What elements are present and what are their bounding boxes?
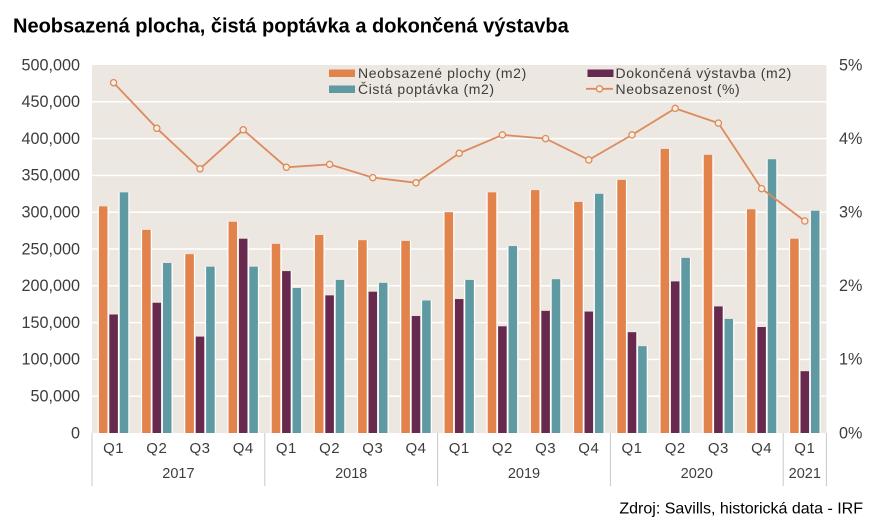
svg-text:5%: 5% — [839, 56, 862, 74]
svg-text:Q1: Q1 — [276, 440, 297, 457]
svg-text:Q2: Q2 — [665, 440, 686, 457]
svg-text:4%: 4% — [839, 130, 862, 148]
svg-text:Q1: Q1 — [449, 440, 470, 457]
svg-text:Dokončená výstavba (m2): Dokončená výstavba (m2) — [616, 65, 792, 81]
svg-text:Q1: Q1 — [103, 440, 124, 457]
svg-text:2%: 2% — [839, 277, 862, 295]
svg-text:Q4: Q4 — [751, 440, 772, 457]
svg-text:100,000: 100,000 — [21, 351, 80, 369]
svg-text:Q2: Q2 — [492, 440, 513, 457]
svg-text:500,000: 500,000 — [21, 56, 80, 74]
svg-text:Neobsazená plocha, čistá poptá: Neobsazená plocha, čistá poptávka a doko… — [13, 16, 570, 38]
svg-text:2020: 2020 — [681, 466, 713, 482]
svg-text:Q2: Q2 — [146, 440, 167, 457]
svg-text:350,000: 350,000 — [21, 167, 80, 185]
svg-text:2018: 2018 — [335, 466, 367, 482]
svg-text:1%: 1% — [839, 351, 862, 369]
svg-text:150,000: 150,000 — [21, 314, 80, 332]
svg-text:Q4: Q4 — [233, 440, 254, 457]
svg-text:Q3: Q3 — [708, 440, 729, 457]
svg-text:Q3: Q3 — [535, 440, 556, 457]
svg-text:0: 0 — [71, 424, 80, 442]
svg-text:Zdroj: Savills, historická dat: Zdroj: Savills, historická data - IRF — [619, 501, 863, 518]
svg-text:250,000: 250,000 — [21, 240, 80, 258]
svg-text:2017: 2017 — [162, 466, 194, 482]
svg-text:200,000: 200,000 — [21, 277, 80, 295]
svg-text:Q1: Q1 — [794, 440, 815, 457]
svg-text:Q1: Q1 — [621, 440, 642, 457]
svg-text:300,000: 300,000 — [21, 204, 80, 222]
svg-text:Q2: Q2 — [319, 440, 340, 457]
svg-text:Neobsazenost (%): Neobsazenost (%) — [616, 81, 741, 97]
svg-text:Q3: Q3 — [362, 440, 383, 457]
svg-text:Q4: Q4 — [578, 440, 599, 457]
svg-text:Q4: Q4 — [405, 440, 426, 457]
svg-text:450,000: 450,000 — [21, 93, 80, 111]
svg-text:Q3: Q3 — [189, 440, 210, 457]
svg-text:2019: 2019 — [508, 466, 540, 482]
svg-text:0%: 0% — [839, 424, 862, 442]
svg-text:Čistá poptávka (m2): Čistá poptávka (m2) — [358, 81, 495, 97]
svg-text:50,000: 50,000 — [30, 388, 80, 406]
svg-text:Neobsazené plochy (m2): Neobsazené plochy (m2) — [358, 65, 527, 81]
svg-text:3%: 3% — [839, 204, 862, 222]
svg-text:2021: 2021 — [789, 466, 821, 482]
svg-text:400,000: 400,000 — [21, 130, 80, 148]
